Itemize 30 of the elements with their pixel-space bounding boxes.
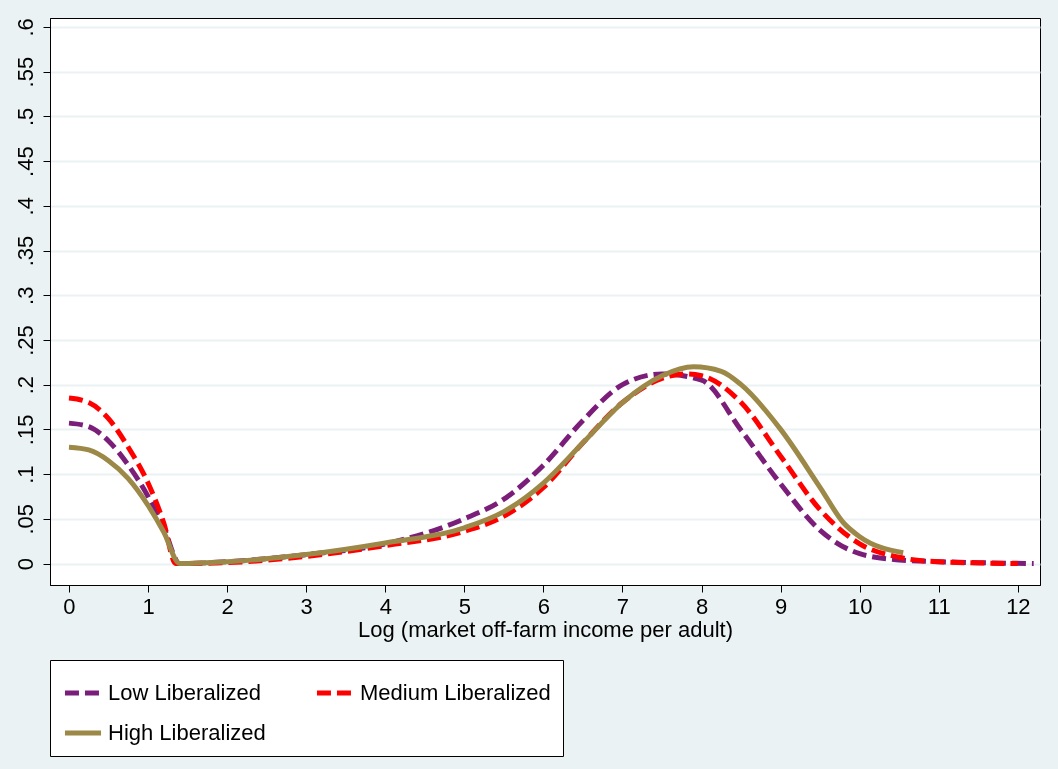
legend-label: High Liberalized <box>108 720 266 745</box>
x-tick-label: 0 <box>63 593 76 619</box>
y-tick-label: .05 <box>12 504 38 535</box>
legend-label: Medium Liberalized <box>360 680 551 705</box>
y-tick-label: .35 <box>12 235 38 267</box>
x-tick-label: 10 <box>847 593 873 619</box>
y-tick-label: .15 <box>12 414 38 446</box>
x-tick-label: 3 <box>300 593 313 619</box>
x-tick-label: 11 <box>927 593 951 619</box>
x-tick-label: 8 <box>695 593 709 619</box>
y-tick-label: .25 <box>12 325 38 356</box>
x-tick-label: 4 <box>379 593 392 619</box>
y-tick-label: .5 <box>12 107 38 127</box>
x-tick-label: 5 <box>458 593 471 619</box>
x-tick-label: 1 <box>142 593 155 619</box>
x-tick-label: 9 <box>775 593 788 619</box>
y-tick-label: .6 <box>12 18 38 37</box>
legend-label: Low Liberalized <box>108 680 261 705</box>
y-tick-label: .55 <box>12 56 38 88</box>
y-tick-label: .45 <box>12 146 38 177</box>
x-tick-label: 2 <box>221 593 234 619</box>
x-tick-label: 12 <box>1006 593 1031 619</box>
y-tick-label: .2 <box>12 375 38 395</box>
y-tick-label: .3 <box>12 286 38 305</box>
x-axis-title: Log (market off-farm income per adult) <box>358 616 733 642</box>
x-tick-label: 6 <box>537 593 551 619</box>
x-tick-label: 7 <box>616 593 630 619</box>
y-tick-label: 0 <box>12 557 38 571</box>
y-tick-label: .1 <box>12 465 38 484</box>
y-tick-label: .4 <box>12 197 38 216</box>
